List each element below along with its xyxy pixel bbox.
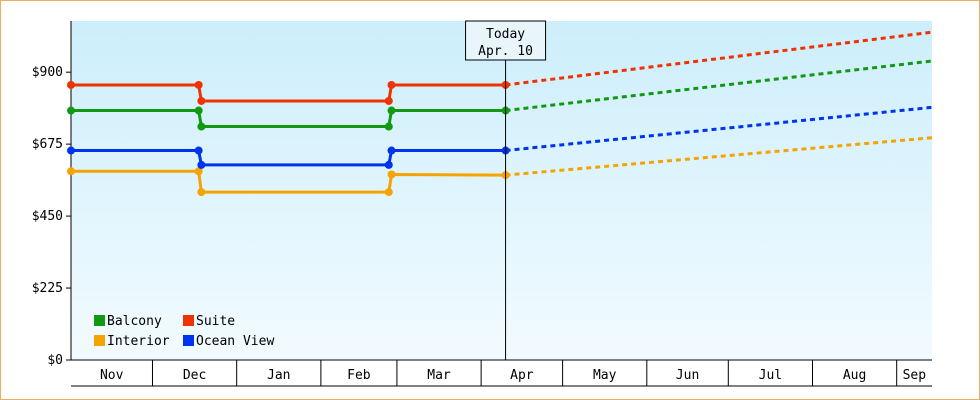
today-date-label: Apr. 10 (478, 44, 533, 59)
series-ocean-view (67, 105, 933, 169)
x-axis: Nov Dec Jan Feb Mar Apr May Jun Jul Aug Sep (71, 359, 932, 387)
series-point (387, 80, 396, 89)
series-point (384, 188, 393, 197)
series-point (384, 122, 393, 131)
series-point (197, 188, 206, 197)
series-point (197, 96, 206, 105)
series-point (384, 96, 393, 105)
month-label: Apr (510, 368, 534, 383)
month-label: Dec (183, 368, 206, 383)
series-point (67, 80, 75, 89)
series-point (387, 170, 396, 179)
series-point (194, 80, 203, 89)
legend-swatch (94, 315, 105, 326)
series-layer (67, 30, 933, 197)
legend-item-interior: Interior (94, 334, 170, 349)
series-line (71, 149, 506, 167)
series-line (71, 83, 506, 103)
month-label: Nov (100, 368, 124, 383)
y-tick-label: $0 (47, 353, 63, 368)
series-point (197, 160, 206, 169)
series-point (387, 106, 396, 115)
legend-item-balcony: Balcony (94, 314, 162, 329)
month-label: May (593, 368, 617, 383)
legend-label: Suite (196, 314, 235, 329)
series-point (387, 146, 396, 155)
series-point (67, 106, 75, 115)
legend-item-suite: Suite (183, 314, 235, 329)
series-line (71, 109, 506, 129)
today-box (465, 20, 547, 61)
legend-swatch (183, 315, 194, 326)
today-marker: Today Apr. 10 (465, 20, 547, 360)
series-point (194, 106, 203, 115)
month-label: Jul (759, 368, 782, 383)
legend-label: Balcony (107, 314, 162, 329)
y-tick-label: $900 (32, 65, 63, 80)
month-label: Aug (843, 368, 866, 383)
legend-label: Ocean View (196, 334, 274, 349)
series-point (194, 146, 203, 155)
y-tick-label: $225 (32, 281, 63, 296)
legend-swatch (183, 335, 194, 346)
legend-swatch (94, 335, 105, 346)
month-label: Mar (427, 368, 451, 383)
series-suite (67, 30, 933, 105)
legend-item-ocean-view: Ocean View (183, 334, 274, 349)
today-label: Today (486, 27, 525, 42)
series-interior (67, 136, 933, 197)
y-tick-label: $675 (32, 137, 63, 152)
month-label: Feb (347, 368, 371, 383)
y-tick-label: $450 (32, 209, 63, 224)
legend-label: Interior (107, 334, 170, 349)
series-line (71, 169, 506, 194)
series-point (194, 167, 203, 176)
month-label: Jan (267, 368, 290, 383)
plot-area (71, 21, 932, 360)
series-point (197, 122, 206, 131)
series-point (67, 167, 75, 176)
month-label: Sep (903, 368, 927, 383)
y-axis: $0 $225 $450 $675 $900 (32, 21, 72, 368)
series-point (67, 146, 75, 155)
month-label: Jun (676, 368, 699, 383)
legend: Balcony Suite Interior Ocean View (94, 314, 274, 349)
series-point (384, 160, 393, 169)
